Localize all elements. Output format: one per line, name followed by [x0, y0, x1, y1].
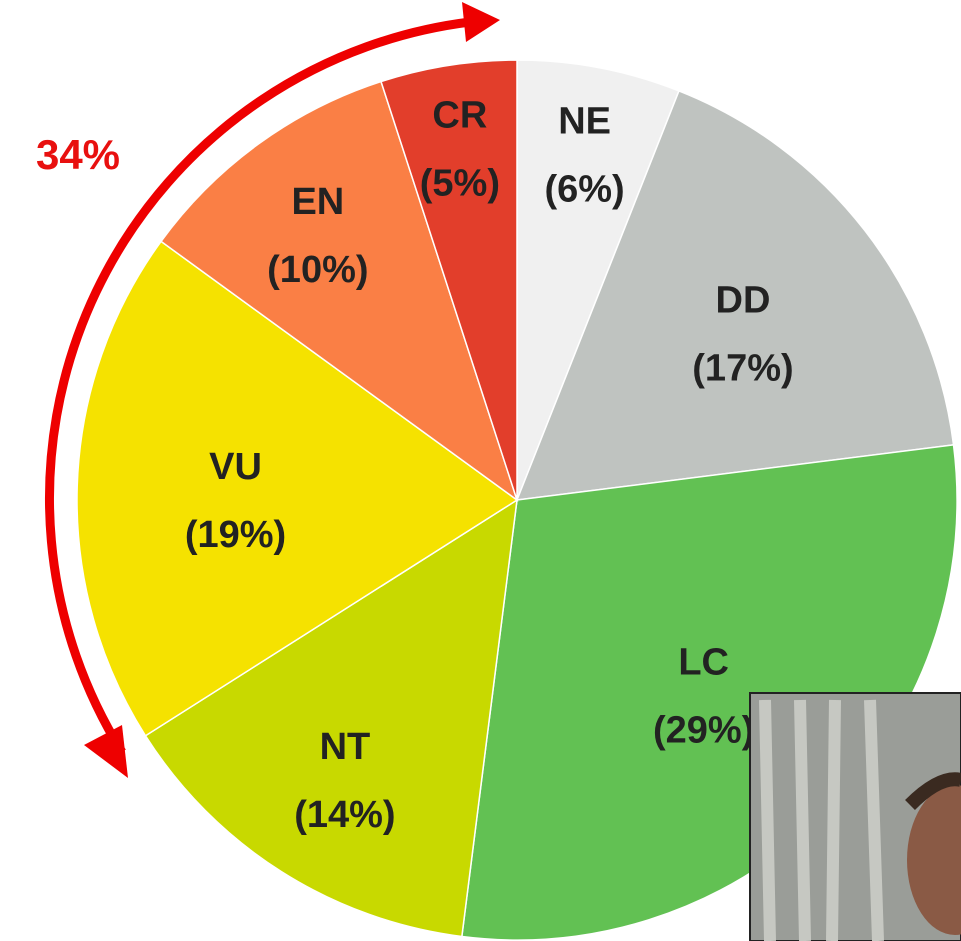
slice-value-label: (17%): [692, 348, 793, 390]
slice-category: DD: [716, 280, 771, 322]
webcam-overlay: [750, 693, 961, 941]
slice-category: LC: [678, 642, 729, 684]
slice-category: CR: [432, 94, 487, 136]
chart: NE (6%) DD (17%) LC (29%) NT (14%) VU (19%) EN (10%…: [0, 0, 961, 941]
slice-value-label: (19%): [185, 514, 286, 556]
slice-category: NT: [320, 726, 371, 768]
arrow-head: [462, 2, 500, 42]
slice-category: NE: [558, 101, 611, 143]
slice-value-label: (6%): [544, 169, 624, 211]
slice-value-label: (14%): [294, 794, 395, 836]
slice-value-label: (5%): [420, 162, 500, 204]
slice-value-label: (29%): [653, 710, 754, 752]
annotation: 34%: [36, 131, 120, 178]
slice-category: EN: [291, 181, 344, 223]
slice-value-label: (10%): [267, 249, 368, 291]
slice-category: VU: [209, 446, 262, 488]
